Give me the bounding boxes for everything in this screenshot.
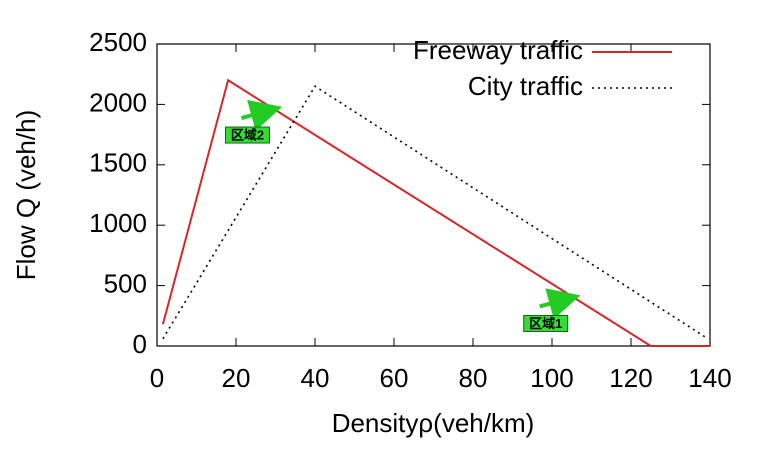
x-tick-label: 140 xyxy=(688,363,731,393)
x-tick-label: 0 xyxy=(150,363,164,393)
y-axis-label: Flow Q (veh/h) xyxy=(11,110,41,281)
annotation-arrow xyxy=(539,288,581,320)
y-tick-label: 2500 xyxy=(89,27,147,57)
x-tick-label: 80 xyxy=(459,363,488,393)
y-tick-label: 500 xyxy=(104,268,147,298)
x-tick-label: 40 xyxy=(301,363,330,393)
series-line xyxy=(161,78,710,347)
plot-frame xyxy=(156,43,711,347)
y-tick-label: 1500 xyxy=(89,148,147,178)
annotation-box xyxy=(523,314,569,332)
y-tick-label: 2000 xyxy=(89,87,147,117)
annotation-label: 区域2 xyxy=(231,127,264,142)
y-tick-label: 0 xyxy=(133,329,147,359)
legend-label: Freeway traffic xyxy=(413,35,583,65)
annotation-box xyxy=(224,126,270,144)
x-tick-label: 120 xyxy=(609,363,652,393)
x-tick-label: 60 xyxy=(380,363,409,393)
x-tick-label: 100 xyxy=(530,363,573,393)
x-tick-label: 20 xyxy=(222,363,251,393)
x-axis-label: Densityρ(veh/km) xyxy=(332,408,535,438)
y-tick-label: 1000 xyxy=(89,208,147,238)
series-line xyxy=(162,85,707,340)
annotation-label: 区域1 xyxy=(529,316,562,331)
annotation-arrow xyxy=(240,99,283,131)
legend-label: City traffic xyxy=(468,71,583,101)
